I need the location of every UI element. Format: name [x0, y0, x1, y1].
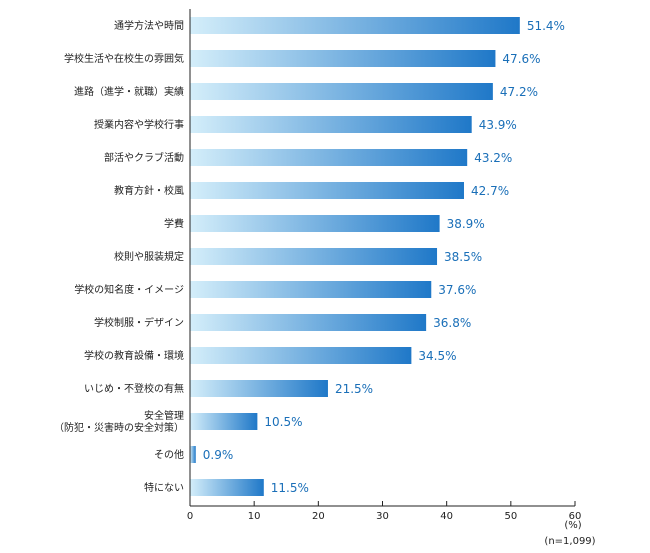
bar: [190, 281, 432, 298]
bar: [190, 413, 258, 430]
value-label: 38.5%: [444, 250, 482, 264]
bar: [190, 149, 468, 166]
x-axis: 0 10 20 30 40 50 60: [187, 9, 582, 522]
value-label: 11.5%: [271, 481, 309, 495]
bar: [190, 116, 472, 133]
bar: [190, 446, 196, 463]
value-label: 36.8%: [433, 316, 471, 330]
value-label: 38.9%: [447, 217, 485, 231]
category-label: 進路（進学・就職）実績: [74, 85, 184, 98]
category-label: 授業内容や学校行事: [94, 118, 184, 131]
value-label: 47.2%: [500, 85, 538, 99]
category-label: 教育方針・校風: [114, 184, 184, 197]
category-label: 学校制服・デザイン: [94, 316, 184, 329]
value-label: 34.5%: [418, 349, 456, 363]
bar: [190, 50, 496, 67]
sample-size-note: (n=1,099): [544, 536, 595, 547]
category-label: 学費: [164, 217, 184, 230]
category-label: 学校の教育設備・環境: [84, 349, 184, 362]
value-label: 42.7%: [471, 184, 509, 198]
x-axis-unit-label: (%): [564, 520, 581, 531]
value-label: 43.9%: [479, 118, 517, 132]
x-tick-label: 0: [187, 511, 193, 522]
x-tick-label: 50: [504, 511, 517, 522]
value-label: 47.6%: [502, 52, 540, 66]
x-tick-label: 30: [376, 511, 389, 522]
bar: [190, 215, 440, 232]
value-label: 37.6%: [438, 283, 476, 297]
category-label: いじめ・不登校の有無: [84, 382, 184, 395]
bar: [190, 248, 438, 265]
value-label: 10.5%: [264, 415, 302, 429]
category-label: （防犯・災害時の安全対策）: [54, 421, 184, 434]
x-tick-label: 40: [440, 511, 453, 522]
bar: [190, 479, 264, 496]
category-label: 校則や服装規定: [114, 250, 184, 263]
category-label: 学校生活や在校生の雰囲気: [64, 52, 184, 65]
category-label: 部活やクラブ活動: [104, 151, 184, 164]
bar: [190, 83, 493, 100]
x-tick-label: 20: [312, 511, 325, 522]
bar: [190, 380, 328, 397]
bar: [190, 347, 412, 364]
value-label: 43.2%: [474, 151, 512, 165]
category-label: 安全管理: [144, 409, 184, 422]
category-label: 学校の知名度・イメージ: [74, 283, 184, 296]
x-tick-label: 10: [248, 511, 261, 522]
x-tick-label: 60: [569, 511, 582, 522]
category-label: 通学方法や時間: [114, 19, 184, 32]
category-label: 特にない: [144, 482, 184, 494]
value-label: 21.5%: [335, 382, 373, 396]
category-labels: 通学方法や時間学校生活や在校生の雰囲気進路（進学・就職）実績授業内容や学校行事部…: [54, 19, 184, 494]
bar: [190, 182, 464, 199]
value-label: 0.9%: [203, 448, 234, 462]
category-label: その他: [154, 448, 184, 461]
bar: [190, 17, 520, 34]
value-label: 51.4%: [527, 19, 565, 33]
bar: [190, 314, 427, 331]
bars-layer: 51.4% 47.6% 47.2% 43.9% 43.2% 42.7% 38.9% 38.5%…: [190, 17, 565, 496]
